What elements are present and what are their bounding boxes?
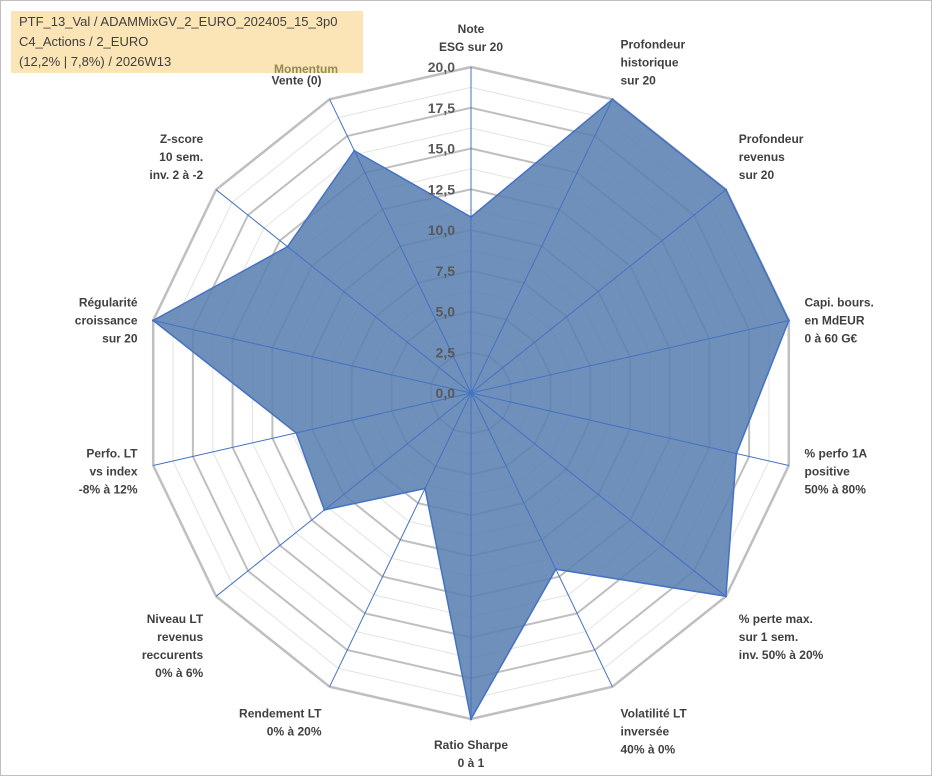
data-point <box>787 319 790 322</box>
axis-label: Capi. bours. en MdEUR 0 à 60 G€ <box>805 295 874 345</box>
data-point <box>554 568 558 571</box>
axis-spoke <box>470 189 727 394</box>
tick-label: 2,5 <box>436 344 456 360</box>
info-line-portfolio: PTF_13_Val / ADAMMixGV_2_EURO_202405_15_… <box>19 14 338 29</box>
info-box: PTF_13_Val / ADAMMixGV_2_EURO_202405_15_… <box>11 11 363 73</box>
axis-spoke <box>329 392 472 687</box>
data-point <box>152 319 155 322</box>
tick-label: 15,0 <box>428 141 455 157</box>
tick-label: 7,5 <box>436 263 456 279</box>
axis-spoke <box>470 99 613 394</box>
tick-label: 12,5 <box>428 181 455 197</box>
tick-label: 10,0 <box>428 222 455 238</box>
data-point <box>286 245 289 248</box>
data-point <box>469 215 473 219</box>
axis-spoke <box>470 320 789 394</box>
info-line-stats: (12,2% | 7,8%) / 2026W13 <box>19 54 172 69</box>
axis-label: Profondeur historique sur 20 <box>621 38 686 88</box>
axis-spoke <box>215 189 472 394</box>
axis-label: % perte max. sur 1 sem. inv. 50% à 20% <box>739 612 824 662</box>
axis-label: Ratio Sharpe 0 à 1 <box>434 738 508 770</box>
axis-label: Note ESG sur 20 <box>439 22 503 54</box>
axis-label: % perfo 1A positive 50% à 80% <box>805 447 868 497</box>
data-point <box>724 188 728 191</box>
axis-spoke <box>153 320 472 394</box>
data-point <box>295 431 298 435</box>
axis-label: Profondeur revenus sur 20 <box>739 132 804 182</box>
axis-spoke <box>470 392 613 687</box>
data-point <box>735 452 738 455</box>
axis-label: Z-score 10 sem. inv. 2 à -2 <box>149 132 203 182</box>
info-line-category: C4_Actions / 2_EURO <box>19 34 149 49</box>
axis-label: Rendement LT 0% à 20% <box>239 706 322 738</box>
tick-label: 17,5 <box>428 100 455 116</box>
data-point <box>469 717 473 721</box>
data-point <box>611 98 614 101</box>
axis-spoke <box>329 99 472 394</box>
axis-label: Régularité croissance sur 20 <box>75 295 138 345</box>
data-point <box>423 487 427 490</box>
axis-label: Perfo. LT vs index -8% à 12% <box>79 447 138 497</box>
axis-spoke <box>470 392 727 597</box>
tick-label: 5,0 <box>436 304 456 320</box>
axis-spoke <box>215 392 472 597</box>
axis-spoke <box>153 392 472 466</box>
data-point <box>724 595 728 598</box>
data-point <box>353 149 356 152</box>
axis-label: Volatilité LT inversée 40% à 0% <box>621 706 688 756</box>
tick-label: 20,0 <box>428 59 455 75</box>
axis-label: Niveau LT revenus reccurents 0% à 6% <box>142 612 204 680</box>
data-point <box>323 508 326 512</box>
tick-label: 0,0 <box>436 385 456 401</box>
